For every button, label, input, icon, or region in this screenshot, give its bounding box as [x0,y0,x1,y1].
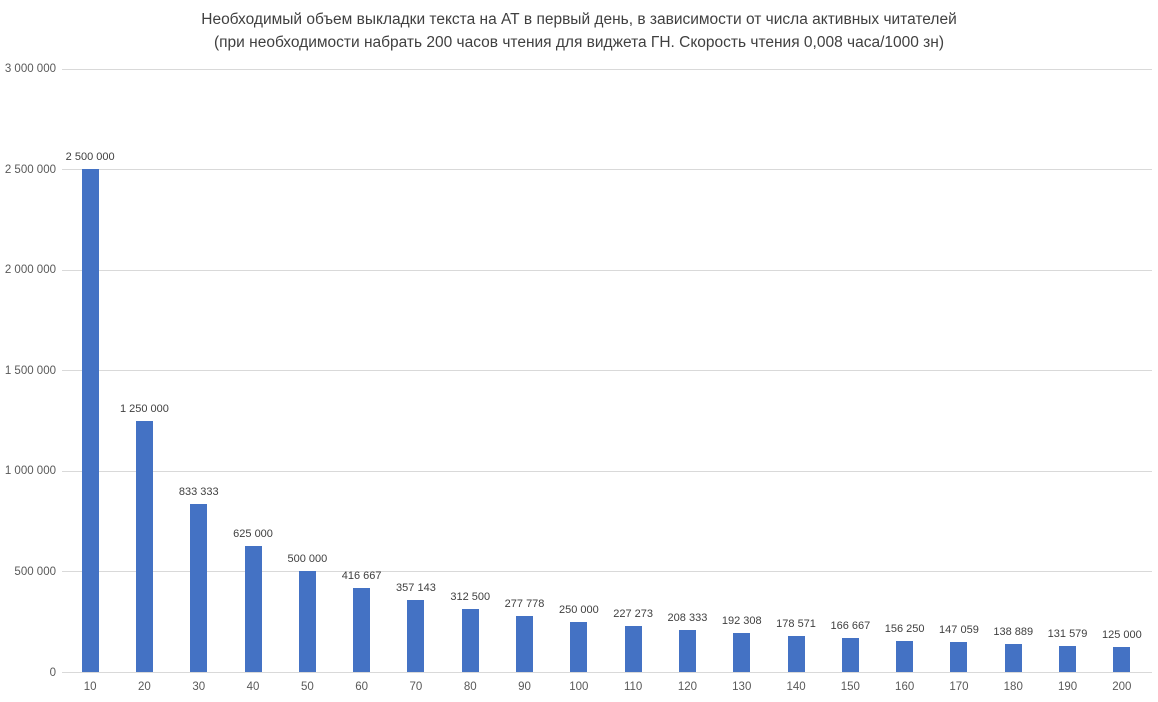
bar-data-label: 178 571 [776,618,816,631]
bar-data-label: 166 667 [830,620,871,633]
bar-data-label: 416 667 [341,570,382,583]
x-axis-tick-label: 140 [786,681,806,693]
y-axis-tick-label: 2 000 000 [4,264,56,277]
x-axis-tick-label: 100 [569,681,589,693]
bar [570,621,588,672]
bar-data-label: 138 889 [993,626,1034,639]
x-axis-tick-label: 190 [1057,681,1078,693]
gridline [62,571,1152,573]
x-axis-tick-label: 60 [355,681,369,693]
y-axis-tick-label: 2 500 000 [4,163,56,176]
x-axis-tick-label: 120 [677,681,698,693]
gridline [62,470,1152,472]
gridline [62,269,1152,271]
bar [1004,644,1022,672]
bar-data-label: 131 579 [1047,627,1088,640]
bar-data-label: 125 000 [1101,628,1142,641]
bar-data-label: 833 333 [178,486,219,499]
bar [244,546,262,672]
x-axis-tick-label: 200 [1112,681,1132,693]
gridline [62,68,1152,70]
gridline [62,169,1152,171]
bar [896,640,914,672]
x-axis-tick-label: 170 [949,681,969,693]
bar [190,504,208,672]
y-axis-tick-label: 0 [49,666,56,679]
y-axis-tick-label: 500 000 [14,565,56,578]
x-axis-tick-label: 50 [300,681,314,693]
bar-data-label: 147 059 [939,624,979,637]
bar [950,642,968,672]
x-axis-tick-label: 90 [518,681,531,693]
x-axis-tick-label: 150 [840,681,860,693]
chart-title-line-1: Необходимый объем выкладки текста на АТ … [201,11,957,28]
bar [353,588,371,672]
x-axis-tick-label: 160 [895,681,915,693]
bar [298,571,316,672]
x-axis-tick-label: 20 [138,681,151,693]
x-axis-tick-label: 30 [192,681,206,693]
bar-data-label: 208 333 [667,612,708,625]
bar [1059,645,1077,672]
bar [1113,646,1131,672]
bar [81,169,99,672]
bar [678,630,696,672]
x-axis-tick-label: 70 [409,681,423,693]
bar [624,626,642,672]
x-axis-tick-label: 180 [1003,681,1023,693]
bar-data-label: 250 000 [558,603,599,616]
bar-data-label: 277 778 [504,598,545,611]
bar [841,638,859,672]
bar-data-label: 156 250 [884,622,925,635]
y-axis-tick-label: 1 500 000 [4,364,56,377]
x-axis-tick-label: 40 [246,681,260,693]
bar [135,420,153,672]
x-axis-tick-label: 80 [463,681,477,693]
bar [787,636,805,672]
chart-title-line-2: (при необходимости набрать 200 часов чте… [214,34,944,51]
bar [461,609,479,672]
bar-data-label: 312 500 [450,591,491,604]
bar-data-label: 357 143 [396,582,436,595]
bar [733,633,751,672]
bar-data-label: 2 500 000 [65,151,115,164]
x-axis-tick-label: 10 [83,681,97,693]
gridline [62,672,1152,673]
bar [516,616,534,672]
bar-data-label: 227 273 [613,608,654,621]
y-axis-tick-label: 3 000 000 [4,63,56,75]
bar [407,600,425,672]
bar-data-label: 625 000 [233,528,273,541]
gridline [62,370,1152,372]
x-axis-tick-label: 130 [732,681,752,693]
bar-data-label: 1 250 000 [119,402,169,415]
bar-data-label: 500 000 [287,553,328,566]
y-axis-tick-label: 1 000 000 [4,465,56,478]
x-axis-tick-label: 110 [623,681,643,693]
bar-data-label: 192 308 [721,615,762,628]
